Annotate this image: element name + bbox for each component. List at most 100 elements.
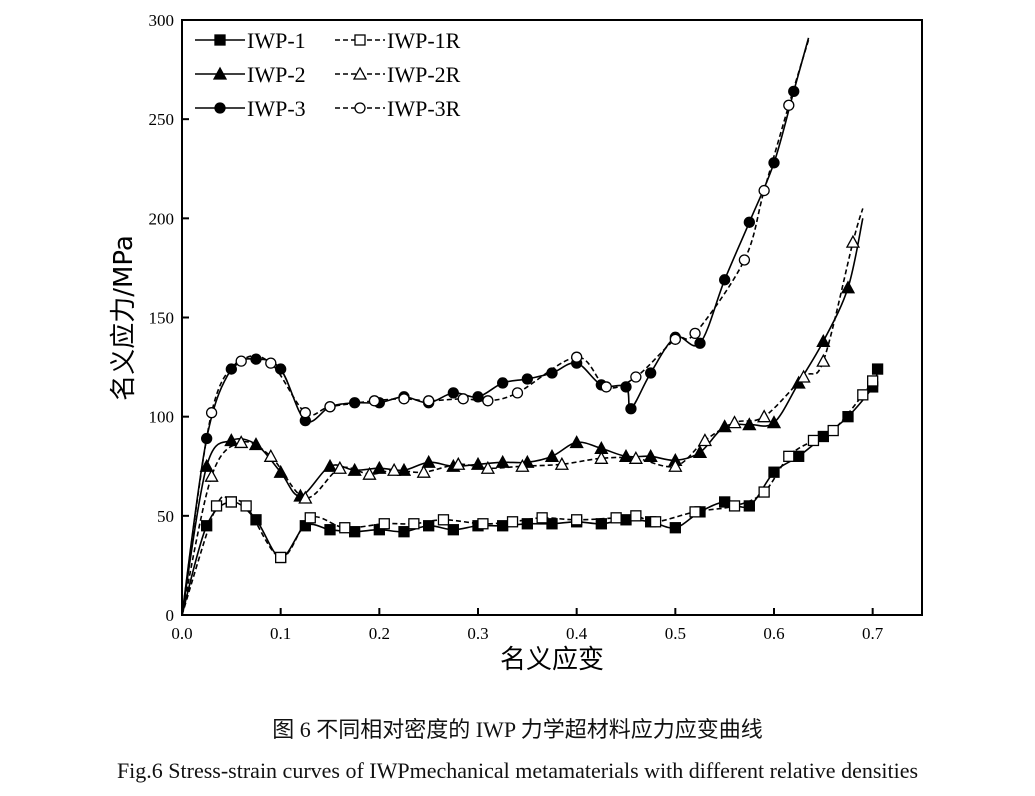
series-iwp-1r — [181, 375, 879, 616]
data-point — [398, 526, 410, 538]
data-point — [482, 395, 494, 407]
data-point — [457, 393, 469, 405]
data-point — [816, 353, 831, 367]
data-point — [742, 417, 757, 431]
data-point — [827, 424, 839, 437]
x-tick-label: 0.2 — [369, 624, 390, 643]
series-line — [181, 368, 879, 616]
data-point — [649, 516, 662, 528]
y-tick-label: 150 — [149, 309, 175, 328]
data-point — [757, 409, 772, 423]
x-tick-label: 0.6 — [763, 624, 784, 643]
data-point — [628, 450, 643, 464]
data-point — [273, 464, 288, 478]
legend-label: IWP-3 — [247, 96, 306, 121]
data-point — [362, 466, 377, 480]
y-tick-label: 250 — [149, 110, 175, 129]
data-point — [743, 500, 755, 512]
data-point — [387, 462, 402, 476]
data-point — [536, 512, 548, 524]
data-point — [793, 450, 805, 462]
data-point — [758, 184, 770, 197]
legend-label: IWP-2 — [247, 62, 306, 87]
data-point — [569, 435, 584, 449]
caption-chinese: 图 6 不同相对密度的 IWP 力学超材料应力应变曲线 — [272, 717, 763, 742]
data-point — [668, 458, 683, 472]
legend-label: IWP-3R — [387, 96, 461, 121]
data-point — [630, 510, 642, 522]
data-point — [689, 327, 701, 340]
data-point — [692, 445, 708, 459]
series-iwp-2r — [181, 208, 864, 616]
data-point — [546, 518, 558, 530]
series-line — [181, 39, 810, 616]
legend-marker — [354, 102, 366, 114]
series-line — [181, 208, 864, 616]
data-point — [332, 460, 347, 474]
data-point — [728, 500, 741, 512]
legend-item-iwp-2: IWP-2 — [195, 62, 306, 87]
data-point — [477, 518, 489, 530]
data-point — [743, 216, 755, 228]
data-point — [697, 433, 713, 447]
data-point — [840, 280, 856, 294]
series-iwp-1 — [181, 363, 884, 616]
data-point — [630, 371, 642, 383]
data-point — [645, 367, 657, 379]
data-point — [304, 512, 316, 524]
data-point — [521, 518, 533, 530]
data-point — [758, 486, 770, 498]
data-point — [372, 460, 387, 474]
x-tick-label: 0.7 — [862, 624, 884, 643]
legend-marker — [212, 66, 228, 80]
legend-item-iwp-3: IWP-3 — [195, 96, 306, 121]
data-point — [816, 333, 831, 347]
data-point — [447, 524, 459, 536]
legend: IWP-1 IWP-1R IWP-2 IWP-2R IWP-3 IWP-3R — [195, 28, 461, 121]
x-tick-label: 0.1 — [270, 624, 291, 643]
data-point — [620, 381, 632, 393]
data-point — [324, 524, 336, 536]
data-point — [727, 415, 742, 429]
legend-item-iwp-3r: IWP-3R — [335, 96, 461, 121]
data-point — [322, 458, 338, 472]
legend-marker — [214, 34, 226, 46]
data-point — [506, 516, 519, 528]
caption-english: Fig.6 Stress-strain curves of IWPmechani… — [116, 758, 919, 783]
y-axis-label: 名义应力/MPa — [109, 235, 139, 401]
data-point — [738, 254, 751, 266]
data-point — [594, 450, 609, 464]
data-point — [299, 407, 311, 419]
data-point — [339, 522, 351, 534]
data-point — [240, 500, 252, 512]
data-point — [554, 456, 569, 470]
data-point — [544, 448, 560, 462]
data-point — [783, 450, 795, 462]
data-point — [521, 373, 533, 385]
x-axis-label: 名义应变 — [500, 645, 604, 675]
series-iwp-3r — [181, 39, 810, 616]
data-point — [842, 411, 854, 423]
data-point — [451, 456, 466, 470]
legend-marker — [352, 66, 368, 80]
legend-label: IWP-2R — [387, 62, 461, 87]
data-point — [210, 500, 223, 512]
x-tick-label: 0.4 — [566, 624, 588, 643]
data-point — [368, 395, 381, 407]
data-point — [625, 403, 637, 415]
data-point — [571, 351, 583, 363]
data-point — [643, 448, 658, 462]
data-point — [796, 369, 811, 383]
data-point — [447, 387, 459, 399]
data-point — [201, 520, 213, 532]
data-point — [783, 99, 795, 111]
legend-label: IWP-1R — [387, 28, 461, 53]
data-point — [199, 458, 214, 472]
data-point — [817, 430, 829, 443]
y-tick-label: 50 — [157, 507, 174, 526]
data-point — [416, 464, 431, 478]
data-point — [423, 395, 435, 407]
data-point — [263, 448, 278, 462]
y-tick-label: 100 — [149, 408, 175, 427]
data-point — [618, 448, 634, 462]
